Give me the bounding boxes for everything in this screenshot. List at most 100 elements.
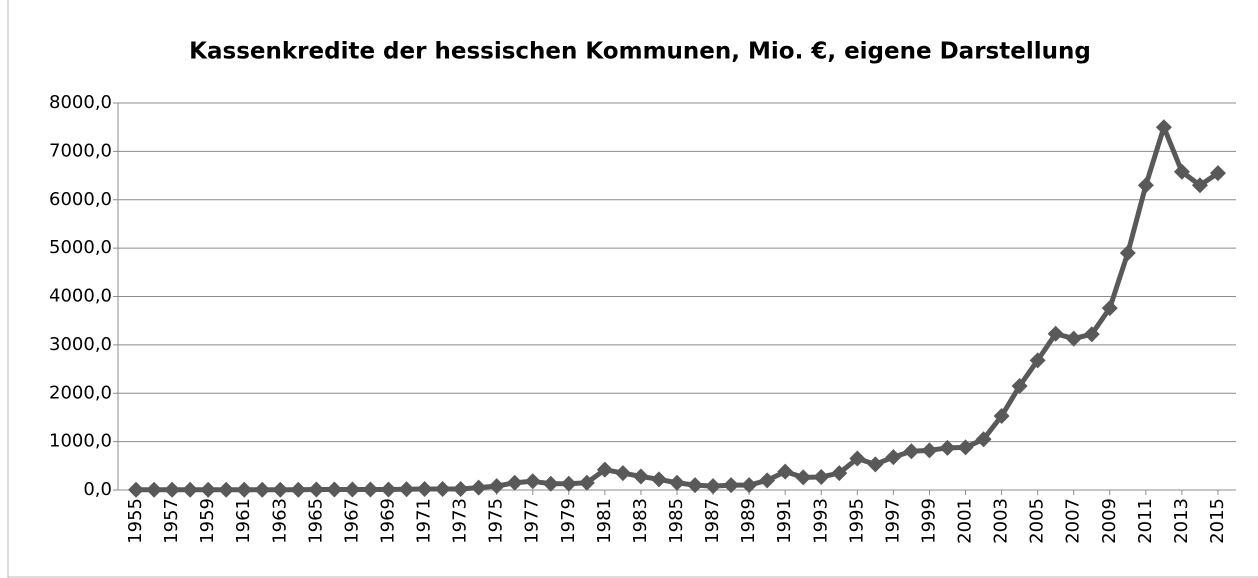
marker: [272, 481, 289, 498]
line: [136, 124, 1220, 493]
marker: [128, 481, 145, 498]
x-tick-label: 1959: [197, 498, 218, 544]
x-tick-label: 2005: [1027, 498, 1048, 544]
marker: [813, 468, 830, 485]
marker: [614, 465, 631, 482]
x-tick-label: 1963: [269, 498, 290, 544]
marker: [398, 481, 415, 498]
marker: [506, 474, 523, 491]
marker: [200, 481, 217, 498]
marker: [254, 481, 271, 498]
x-tick-label: 1997: [882, 498, 903, 544]
marker: [1173, 163, 1190, 180]
marker: [1137, 177, 1154, 194]
marker: [1191, 177, 1208, 194]
marker: [380, 481, 397, 498]
marker: [146, 481, 163, 498]
x-tick-label: 2009: [1099, 498, 1120, 544]
x-tick-label: 1989: [738, 498, 759, 544]
x-tick-label: 1979: [558, 498, 579, 544]
x-tick-label: 2011: [1135, 498, 1156, 544]
marker: [182, 481, 199, 498]
x-tick-label: 2003: [991, 498, 1012, 544]
x-tick-label: 2001: [955, 498, 976, 544]
marker: [1155, 119, 1172, 136]
marker: [705, 478, 722, 495]
x-tick-label: 1969: [377, 498, 398, 544]
marker: [632, 468, 649, 485]
y-tick-label: 0,0: [83, 479, 112, 500]
marker: [434, 481, 451, 498]
marker: [164, 481, 181, 498]
marker: [308, 481, 325, 498]
marker: [416, 481, 433, 498]
y-tick-label: 2000,0: [49, 382, 112, 403]
marker: [326, 481, 343, 498]
marker: [975, 431, 992, 448]
x-tick-label: 1991: [774, 498, 795, 544]
marker: [542, 475, 559, 492]
marker: [596, 461, 613, 478]
x-tick-label: 1975: [486, 498, 507, 544]
x-tick-label: 1981: [594, 498, 615, 544]
marker: [795, 469, 812, 486]
x-tick-label: 2007: [1063, 498, 1084, 544]
marker: [524, 473, 541, 490]
marker: [236, 481, 253, 498]
marker: [218, 481, 235, 498]
y-tick-label: 6000,0: [49, 189, 112, 210]
marker: [1209, 165, 1226, 182]
marker: [488, 478, 505, 495]
y-tick-label: 3000,0: [49, 334, 112, 355]
marker: [344, 481, 361, 498]
y-tick-label: 1000,0: [49, 431, 112, 452]
marker: [957, 439, 974, 456]
marker: [669, 474, 685, 491]
x-tick-label: 2013: [1171, 498, 1192, 544]
marker: [687, 477, 704, 494]
marker: [452, 481, 469, 498]
x-tick-label: 1973: [450, 498, 471, 544]
x-tick-label: 1965: [305, 498, 326, 544]
x-tick-label: 1985: [666, 498, 687, 544]
marker: [470, 479, 487, 496]
marker: [921, 442, 938, 459]
marker: [903, 443, 920, 460]
marker: [1101, 300, 1118, 317]
x-tick-label: 1977: [522, 498, 543, 544]
x-tick-label: 1993: [810, 498, 831, 544]
x-tick-label: 1983: [630, 498, 651, 544]
marker: [650, 471, 667, 488]
marker: [1011, 377, 1028, 394]
marker: [939, 439, 956, 456]
x-tick-label: 2015: [1207, 498, 1228, 544]
x-tick-label: 1971: [414, 498, 435, 544]
marker: [1083, 326, 1100, 343]
y-tick-label: 7000,0: [49, 140, 112, 161]
marker: [1029, 352, 1046, 369]
marker: [867, 456, 884, 473]
y-tick-label: 5000,0: [49, 237, 112, 258]
x-tick-label: 1999: [918, 498, 939, 544]
marker: [777, 463, 794, 480]
marker: [560, 475, 577, 492]
marker: [362, 481, 379, 498]
chart-title: Kassenkredite der hessischen Kommunen, M…: [189, 39, 1091, 65]
marker: [849, 450, 866, 467]
marker: [1065, 330, 1082, 347]
marker: [290, 481, 307, 498]
x-tick-label: 1955: [125, 498, 146, 544]
marker: [993, 407, 1010, 424]
y-tick-label: 8000,0: [49, 92, 112, 113]
marker: [759, 472, 776, 489]
x-tick-label: 1987: [702, 498, 723, 544]
marker: [578, 474, 595, 491]
y-tick-label: 4000,0: [49, 286, 112, 307]
marker: [741, 477, 758, 494]
marker: [1047, 325, 1064, 342]
x-tick-label: 1995: [846, 498, 867, 544]
marker: [831, 465, 848, 482]
marker: [723, 477, 740, 494]
